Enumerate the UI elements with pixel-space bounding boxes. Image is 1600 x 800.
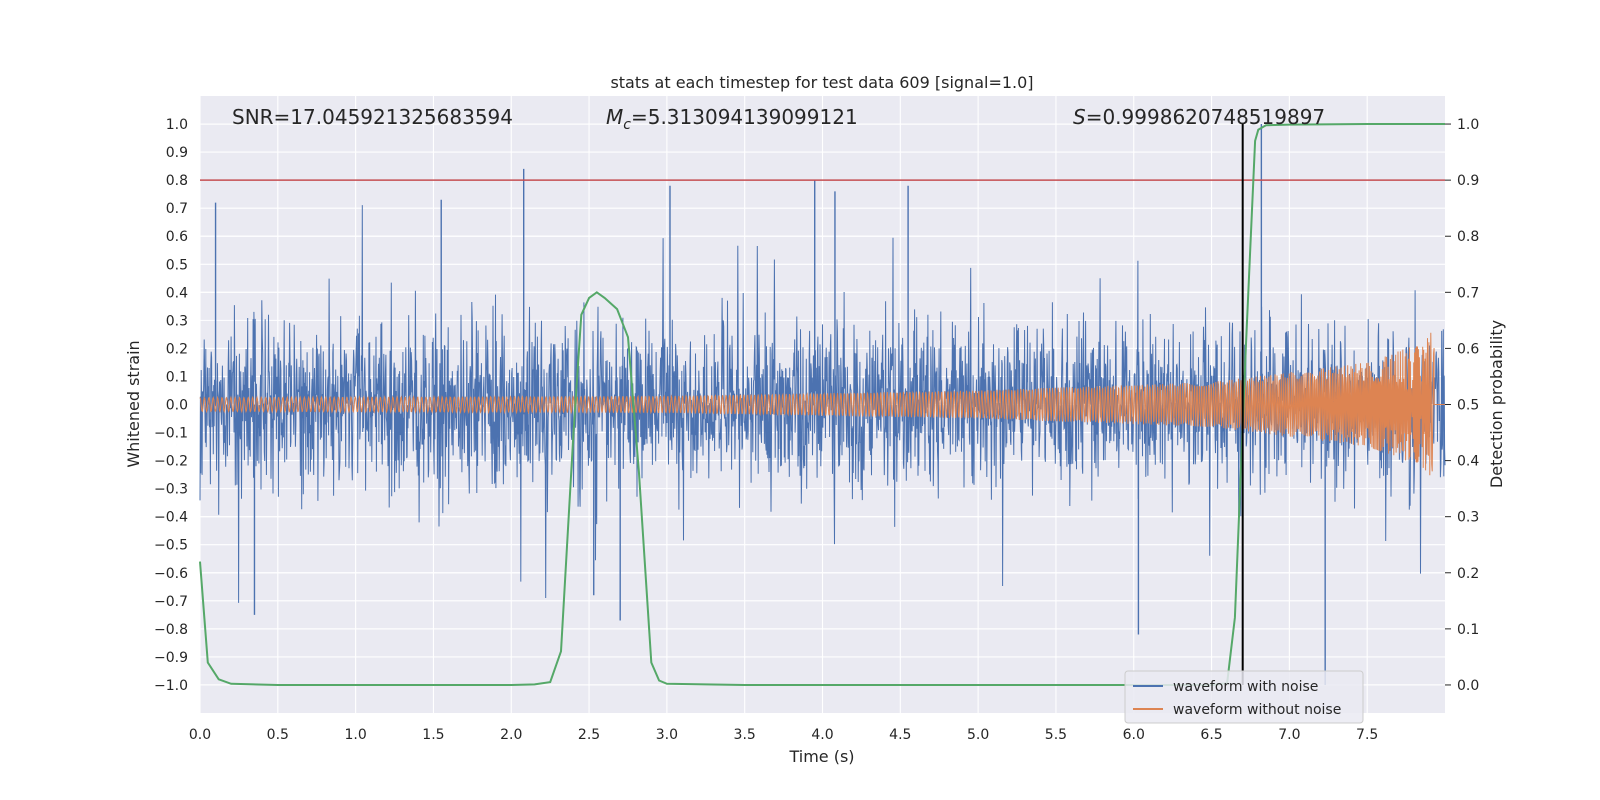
y2-tick-label: 0.6 <box>1457 341 1479 357</box>
series-waveform-without-noise <box>199 332 1445 476</box>
y-tick-label: 0.9 <box>166 145 188 161</box>
y2-tick-label: 0.1 <box>1457 622 1479 638</box>
y-tick-label: 0.1 <box>166 369 188 385</box>
y-tick-label: 0.7 <box>166 201 188 217</box>
detection-probability-line <box>199 123 1445 686</box>
x-tick-label: 2.0 <box>500 727 522 743</box>
y-tick-label: 0.0 <box>166 398 188 414</box>
y-tick-label: −0.4 <box>154 510 188 526</box>
annotation-snr: SNR=17.045921325683594 <box>232 105 513 129</box>
x-tick-label: 7.5 <box>1356 727 1378 743</box>
y2-tick-label: 0.0 <box>1457 678 1479 694</box>
x-tick-label: 5.0 <box>967 727 989 743</box>
series-waveform-with-noise <box>199 124 1446 685</box>
x-tick-label: 3.0 <box>656 727 678 743</box>
y-tick-label: −0.3 <box>154 482 188 498</box>
y-axis-label: Whitened strain <box>124 340 143 467</box>
y-tick-label: 1.0 <box>166 117 188 133</box>
y-tick-label: 0.8 <box>166 173 188 189</box>
y-tick-label: 0.2 <box>166 341 188 357</box>
x-tick-label: 0.0 <box>189 727 211 743</box>
x-tick-label: 7.0 <box>1278 727 1300 743</box>
x-tick-label: 1.0 <box>344 727 366 743</box>
chart-title: stats at each timestep for test data 609… <box>610 73 1033 92</box>
overlay-lines <box>199 123 1445 686</box>
annotation-score: S=0.9998620748519897 <box>1073 105 1325 129</box>
y-tick-label: −1.0 <box>154 678 188 694</box>
x-tick-label: 4.5 <box>889 727 911 743</box>
tick-labels: 0.0 0.5 1.0 1.5 2.0 2.5 3.0 3.5 4.0 4.5 5.0 5.5 6.0 6… <box>154 117 1479 743</box>
x-tick-label: 1.5 <box>422 727 444 743</box>
annotation-chirp-mass: Mc=5.313094139099121 <box>606 105 858 133</box>
y2-tick-label: 0.2 <box>1457 566 1479 582</box>
y-tick-label: −0.6 <box>154 566 188 582</box>
legend-box <box>1124 670 1364 724</box>
y2-tick-label: 0.9 <box>1457 173 1479 189</box>
y-tick-label: −0.7 <box>154 594 188 610</box>
x-axis-label: Time (s) <box>788 747 854 766</box>
x-tick-label: 6.0 <box>1123 727 1145 743</box>
y-tick-label: −0.8 <box>154 622 188 638</box>
x-tick-label: 4.0 <box>811 727 833 743</box>
y-tick-label: −0.2 <box>154 454 188 470</box>
y2-tick-label: 0.8 <box>1457 229 1479 245</box>
y2-tick-label: 0.3 <box>1457 510 1479 526</box>
y-tick-label: 0.4 <box>166 285 188 301</box>
y2-tick-label: 1.0 <box>1457 117 1479 133</box>
y-tick-label: 0.3 <box>166 313 188 329</box>
x-tick-label: 2.5 <box>578 727 600 743</box>
y2-tick-label: 0.5 <box>1457 398 1479 414</box>
legend-label-noisy: waveform with noise <box>1173 679 1318 695</box>
noisy-trace <box>199 205 1446 603</box>
y-tick-label: −0.1 <box>154 426 188 442</box>
y-tick-label: −0.5 <box>154 538 188 554</box>
legend-label-clean: waveform without noise <box>1173 702 1341 718</box>
y2-tick-label: 0.7 <box>1457 285 1479 301</box>
x-tick-label: 6.5 <box>1200 727 1222 743</box>
legend: waveform with noise waveform without noi… <box>1124 670 1364 724</box>
y2-axis-label: Detection probability <box>1487 320 1506 488</box>
x-tick-label: 5.5 <box>1045 727 1067 743</box>
y-tick-label: −0.9 <box>154 650 188 666</box>
y-tick-label: 0.6 <box>166 229 188 245</box>
y-tick-label: 0.5 <box>166 257 188 273</box>
y2-tick-label: 0.4 <box>1457 454 1479 470</box>
clean-trace <box>199 332 1445 476</box>
x-tick-label: 0.5 <box>267 727 289 743</box>
x-tick-label: 3.5 <box>734 727 756 743</box>
